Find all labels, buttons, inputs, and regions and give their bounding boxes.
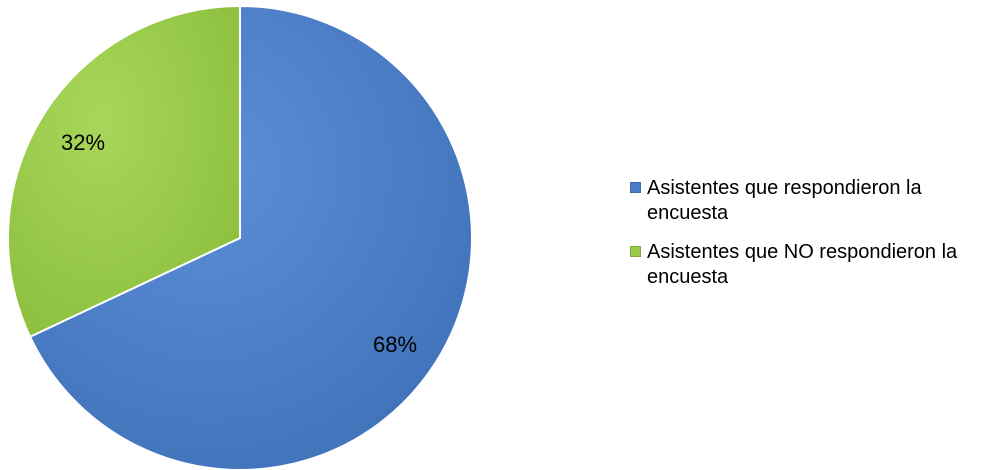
legend-label-responded: Asistentes que respondieron la encuesta	[647, 177, 922, 224]
data-label-responded: 68%	[373, 332, 417, 357]
pie-slice-responded	[29, 5, 473, 470]
legend: Asistentes que respondieron la encuesta …	[630, 176, 990, 304]
legend-item-not-responded: Asistentes que NO respondieron la encues…	[630, 240, 990, 290]
legend-label-not-responded: Asistentes que NO respondieron la encues…	[647, 241, 958, 288]
legend-swatch-responded	[630, 182, 641, 193]
data-label-not-responded: 32%	[61, 130, 105, 155]
legend-item-responded: Asistentes que respondieron la encuesta	[630, 176, 990, 226]
legend-swatch-not-responded	[630, 246, 641, 257]
pie-slice-not-responded	[7, 5, 241, 338]
